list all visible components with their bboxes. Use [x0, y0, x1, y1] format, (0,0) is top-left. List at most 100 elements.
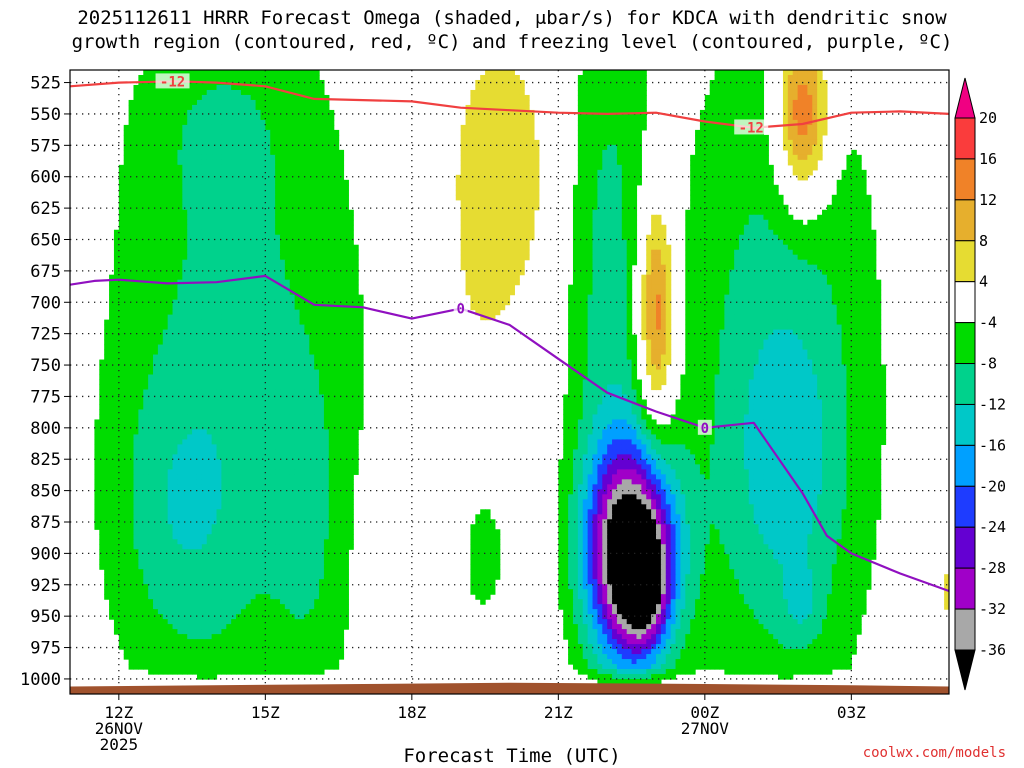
omega-cell — [167, 299, 174, 306]
omega-cell — [802, 249, 808, 256]
omega-cell — [494, 114, 501, 121]
omega-cell — [626, 74, 633, 81]
omega-cell — [792, 299, 799, 306]
omega-cell — [460, 189, 467, 196]
omega-cell — [802, 169, 808, 176]
omega-cell — [226, 134, 232, 141]
omega-cell — [284, 189, 291, 196]
omega-cell — [739, 284, 745, 291]
omega-cell — [157, 159, 164, 166]
omega-cell — [270, 279, 276, 286]
omega-cell — [587, 134, 594, 141]
omega-cell — [143, 124, 149, 131]
omega-cell — [616, 289, 623, 296]
omega-cell — [626, 304, 633, 311]
omega-cell — [167, 219, 174, 226]
omega-cell — [621, 214, 628, 221]
omega-cell — [328, 139, 335, 146]
omega-cell — [221, 94, 227, 101]
omega-cell — [499, 154, 506, 161]
omega-cell — [758, 214, 765, 221]
omega-cell — [206, 89, 213, 96]
omega-cell — [656, 259, 662, 266]
omega-cell — [660, 284, 667, 291]
omega-cell — [260, 114, 266, 121]
omega-cell — [177, 264, 183, 271]
omega-cell — [284, 254, 291, 261]
omega-cell — [148, 274, 154, 281]
omega-cell — [270, 134, 276, 141]
omega-cell — [817, 244, 823, 251]
omega-cell — [621, 124, 628, 131]
omega-cell — [831, 284, 838, 291]
omega-cell — [323, 174, 330, 181]
omega-cell — [138, 114, 144, 121]
omega-cell — [221, 259, 227, 266]
omega-cell — [270, 114, 276, 121]
omega-cell — [631, 124, 638, 131]
omega-cell — [856, 189, 862, 196]
omega-cell — [143, 264, 149, 271]
omega-cell — [582, 94, 589, 101]
omega-cell — [138, 229, 144, 236]
omega-cell — [729, 244, 735, 251]
omega-cell — [162, 89, 169, 96]
omega-cell — [709, 169, 716, 176]
omega-cell — [660, 254, 667, 261]
omega-cell — [192, 179, 198, 186]
omega-cell — [162, 114, 169, 121]
omega-cell — [133, 234, 139, 241]
omega-cell — [148, 109, 154, 116]
omega-cell — [270, 204, 276, 211]
omega-cell — [807, 134, 813, 141]
omega-cell — [699, 174, 706, 181]
omega-cell — [231, 279, 237, 286]
omega-cell — [504, 214, 511, 221]
omega-cell — [260, 244, 266, 251]
omega-cell — [192, 214, 198, 221]
omega-cell — [773, 214, 779, 221]
omega-cell — [177, 274, 183, 281]
omega-cell — [153, 239, 159, 246]
omega-cell — [226, 124, 232, 131]
omega-cell — [856, 184, 862, 191]
omega-cell — [524, 244, 530, 251]
omega-cell — [187, 184, 193, 191]
omega-cell — [270, 194, 276, 201]
omega-cell — [631, 189, 638, 196]
omega-cell — [245, 209, 252, 216]
omega-cell — [631, 184, 638, 191]
omega-cell — [836, 294, 843, 301]
omega-cell — [279, 70, 286, 76]
omega-cell — [763, 254, 769, 261]
omega-cell — [157, 229, 164, 236]
omega-cell — [157, 144, 164, 151]
omega-cell — [841, 174, 848, 181]
omega-cell — [216, 299, 222, 306]
omega-cell — [763, 239, 769, 246]
omega-cell — [309, 234, 315, 241]
omega-cell — [748, 174, 755, 181]
omega-cell — [489, 199, 496, 206]
omega-cell — [597, 284, 603, 291]
omega-cell — [695, 189, 701, 196]
omega-cell — [494, 289, 501, 296]
omega-cell — [763, 154, 769, 161]
omega-cell — [699, 149, 706, 156]
omega-cell — [631, 159, 638, 166]
omega-cell — [304, 174, 310, 181]
omega-cell — [582, 299, 589, 306]
omega-cell — [182, 124, 188, 131]
omega-cell — [626, 139, 633, 146]
omega-cell — [353, 289, 359, 296]
omega-cell — [533, 149, 540, 156]
omega-cell — [709, 249, 716, 256]
omega-cell — [773, 284, 779, 291]
omega-cell — [870, 264, 877, 271]
omega-cell — [221, 234, 227, 241]
omega-cell — [856, 239, 862, 246]
omega-cell — [695, 169, 701, 176]
omega-cell — [592, 284, 598, 291]
omega-cell — [773, 194, 779, 201]
omega-cell — [577, 304, 584, 311]
